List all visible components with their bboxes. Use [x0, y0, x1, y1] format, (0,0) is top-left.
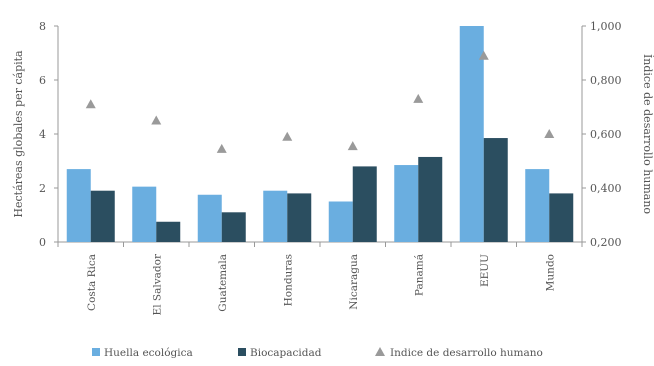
category-label: El Salvador — [151, 253, 163, 315]
category-label: Costa Rica — [86, 254, 98, 311]
legend-label-biocapacidad: Biocapacidad — [250, 347, 322, 359]
labels: Costa Rica El Salvador Guatemala Honduras Ni… — [86, 253, 557, 315]
y2-axis-title: Índice de desarrollo humano — [641, 54, 654, 214]
idh-marker — [151, 115, 162, 125]
bar-huella-ecologica — [525, 169, 550, 242]
bars — [66, 26, 574, 242]
left-tick-label: 6 — [39, 74, 46, 87]
left-tick-label: 8 — [39, 20, 46, 33]
left-tick-label: 4 — [39, 128, 46, 141]
bar-biocapacidad — [483, 138, 508, 242]
legend: Huella ecológica Biocapacidad Indice de de… — [92, 347, 543, 359]
bar-biocapacidad — [287, 193, 312, 242]
left-tick-label: 0 — [39, 236, 46, 249]
bar-huella-ecologica — [66, 169, 91, 242]
bar-huella-ecologica — [263, 190, 288, 242]
bar-biocapacidad — [549, 193, 574, 242]
bar-huella-ecologica — [394, 165, 419, 242]
bar-biocapacidad — [418, 156, 443, 242]
right-tick-label: 0,800 — [590, 74, 622, 87]
bar-biocapacidad — [221, 212, 246, 242]
category-label: Guatemala — [217, 254, 229, 312]
category-label: Honduras — [282, 254, 294, 306]
bar-huella-ecologica — [132, 186, 157, 242]
category-label: Mundo — [544, 254, 556, 291]
idh-marker — [413, 93, 424, 103]
bar-huella-ecologica — [459, 26, 484, 242]
idh-marker — [478, 50, 489, 60]
right-tick-label: 0,200 — [590, 236, 622, 249]
bar-biocapacidad — [90, 190, 115, 242]
bar-huella-ecologica — [197, 194, 222, 242]
axes: 0 2 4 6 8 0,200 0,400 0,600 0,800 1,000 Hectáreas … — [12, 20, 654, 249]
right-tick-label: 0,600 — [590, 128, 622, 141]
idh-marker — [282, 131, 293, 141]
legend-swatch-huella — [92, 348, 100, 356]
legend-label-idh: Indice de desarrollo humano — [390, 347, 543, 359]
category-label: EEUU — [479, 254, 491, 287]
legend-marker-idh — [375, 347, 385, 356]
category-label: Nicaragua — [348, 254, 360, 310]
legend-swatch-biocapacidad — [238, 348, 246, 356]
idh-marker — [544, 129, 555, 138]
idh-marker — [85, 99, 96, 109]
left-tick-label: 2 — [39, 182, 46, 195]
legend-label-huella: Huella ecológica — [104, 347, 193, 359]
bar-biocapacidad — [156, 221, 181, 242]
category-label: Panamá — [413, 254, 425, 296]
idh-markers — [85, 50, 555, 153]
idh-marker — [216, 143, 227, 153]
bar-biocapacidad — [352, 166, 377, 242]
y-axis-title: Hectáreas globales per cápita — [12, 50, 25, 218]
idh-marker — [347, 141, 358, 151]
right-tick-label: 0,400 — [590, 182, 622, 195]
right-tick-label: 1,000 — [590, 20, 622, 33]
bar-huella-ecologica — [328, 201, 353, 242]
